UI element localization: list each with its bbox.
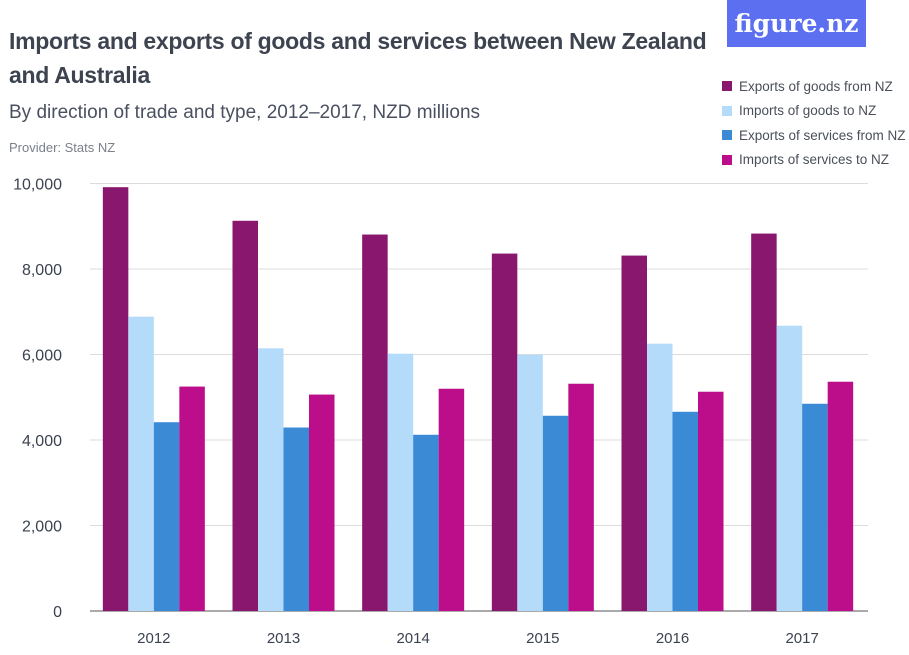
chart-title: Imports and exports of goods and service…: [9, 28, 707, 88]
bar-exports-of-services-from-nz-2012: [153, 422, 180, 611]
bar-exports-of-goods-from-nz-2017: [751, 233, 777, 612]
legend-label: Exports of goods from NZ: [739, 78, 893, 94]
x-tick-label: 2013: [267, 630, 300, 647]
bar-exports-of-services-from-nz-2016: [672, 411, 698, 611]
bar-imports-of-services-to-nz-2015: [568, 383, 594, 611]
legend-swatch: [722, 130, 732, 141]
y-tick-label: 0: [53, 604, 62, 621]
legend-item: Exports of services from NZ: [722, 123, 906, 148]
bar-exports-of-services-from-nz-2014: [413, 434, 439, 611]
x-tick-label: 2012: [137, 630, 170, 647]
y-tick-label: 10,000: [13, 177, 62, 194]
bar-exports-of-services-from-nz-2013: [283, 427, 309, 611]
bar-imports-of-goods-to-nz-2017: [776, 325, 803, 611]
provider-label: Provider: Stats NZ: [9, 140, 116, 155]
chart-subtitle: By direction of trade and type, 2012–201…: [9, 102, 481, 123]
bar-imports-of-services-to-nz-2012: [179, 386, 205, 611]
bar-imports-of-goods-to-nz-2016: [647, 343, 673, 611]
bar-imports-of-services-to-nz-2016: [698, 391, 724, 611]
bar-imports-of-goods-to-nz-2013: [258, 348, 284, 611]
bar-exports-of-goods-from-nz-2015: [491, 253, 518, 611]
legend-label: Imports of services to NZ: [739, 152, 890, 168]
y-tick-label: 8,000: [22, 262, 62, 279]
legend-item: Exports of goods from NZ: [722, 74, 906, 99]
legend-item: Imports of services to NZ: [722, 148, 906, 173]
bar-imports-of-services-to-nz-2017: [827, 381, 854, 611]
x-tick-label: 2015: [526, 630, 559, 647]
bar-exports-of-services-from-nz-2017: [802, 403, 828, 611]
x-tick-label: 2017: [785, 630, 818, 647]
bar-exports-of-goods-from-nz-2014: [362, 234, 388, 611]
legend: Exports of goods from NZ Imports of goods…: [722, 74, 906, 172]
legend-label: Imports of goods to NZ: [739, 103, 877, 119]
x-tick-label: 2014: [396, 630, 429, 647]
bar-imports-of-goods-to-nz-2015: [517, 354, 543, 611]
bar-exports-of-goods-from-nz-2013: [232, 220, 258, 611]
y-tick-label: 4,000: [22, 433, 62, 450]
x-tick-label: 2016: [656, 630, 689, 647]
bar-imports-of-services-to-nz-2014: [438, 388, 465, 611]
legend-label: Exports of services from NZ: [739, 127, 906, 143]
legend-swatch: [722, 81, 732, 92]
y-tick-label: 6,000: [22, 348, 62, 365]
bar-imports-of-services-to-nz-2013: [309, 394, 335, 611]
bar-imports-of-goods-to-nz-2012: [128, 316, 154, 611]
legend-swatch: [722, 154, 732, 165]
bar-exports-of-services-from-nz-2015: [542, 415, 569, 611]
figure-nz-logo[interactable]: figure.nz: [727, 0, 866, 47]
legend-swatch: [722, 105, 732, 116]
bar-imports-of-goods-to-nz-2014: [387, 353, 414, 611]
y-tick-label: 2,000: [22, 519, 62, 536]
bar-exports-of-goods-from-nz-2012: [102, 187, 129, 611]
legend-item: Imports of goods to NZ: [722, 99, 906, 124]
bar-exports-of-goods-from-nz-2016: [621, 255, 647, 611]
